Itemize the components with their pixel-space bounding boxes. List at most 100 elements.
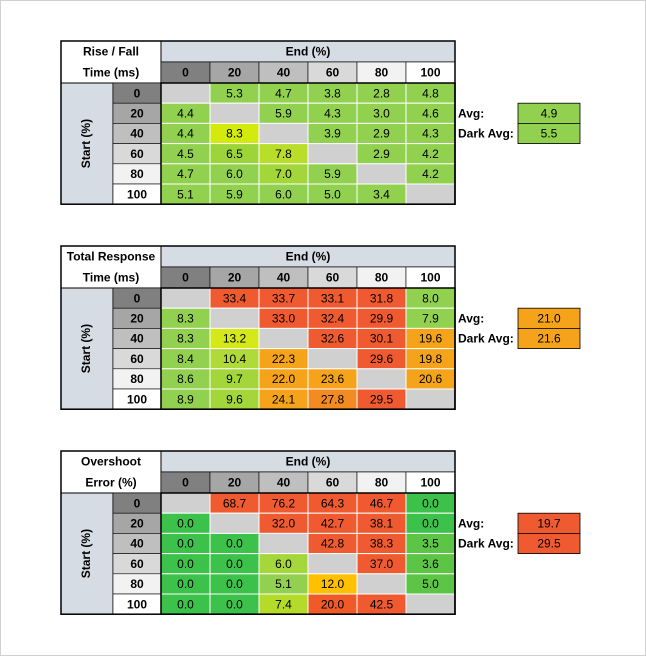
cell-value: 8.9 bbox=[177, 392, 194, 406]
cell bbox=[258, 327, 309, 350]
row-header: 60 bbox=[130, 147, 144, 161]
column-header: 40 bbox=[277, 476, 291, 490]
row-header: 80 bbox=[130, 167, 144, 181]
cell-value: 12.0 bbox=[321, 577, 345, 591]
row-header: 20 bbox=[130, 311, 144, 325]
cell-value: 6.0 bbox=[275, 557, 292, 571]
column-header: 60 bbox=[326, 271, 340, 285]
column-group-label: End (%) bbox=[286, 250, 331, 264]
cell-value: 22.3 bbox=[272, 352, 296, 366]
cell-value: 8.0 bbox=[422, 291, 439, 305]
column-header: 20 bbox=[228, 271, 242, 285]
cell-value: 0.0 bbox=[226, 577, 243, 591]
title-cell bbox=[60, 450, 162, 494]
cell-value: 4.3 bbox=[422, 127, 439, 141]
table-outline bbox=[60, 40, 456, 205]
table-outline bbox=[60, 450, 456, 615]
cell bbox=[160, 82, 211, 104]
cell-value: 30.1 bbox=[370, 332, 394, 346]
cell-value: 42.5 bbox=[370, 597, 394, 611]
cell-value: 0.0 bbox=[177, 597, 194, 611]
cell-value: 5.1 bbox=[177, 187, 194, 201]
column-header: 60 bbox=[326, 476, 340, 490]
cell-value: 0.0 bbox=[422, 516, 439, 530]
cell-value: 33.0 bbox=[272, 311, 296, 325]
cell-value: 2.8 bbox=[373, 86, 390, 100]
cell-value: 4.2 bbox=[422, 167, 439, 181]
cell-value: 5.9 bbox=[324, 167, 341, 181]
cell bbox=[160, 492, 211, 514]
row-header: 60 bbox=[130, 557, 144, 571]
cell-value: 4.5 bbox=[177, 147, 194, 161]
column-header: 80 bbox=[375, 66, 389, 80]
column-header: 100 bbox=[420, 271, 440, 285]
cell-value: 32.0 bbox=[272, 516, 296, 530]
cell bbox=[405, 593, 456, 615]
cell bbox=[209, 512, 260, 534]
cell-value: 2.9 bbox=[373, 147, 390, 161]
cell bbox=[356, 573, 407, 595]
avg-label: Dark Avg: bbox=[458, 127, 514, 141]
row-header: 40 bbox=[130, 537, 144, 551]
cell-value: 5.9 bbox=[226, 187, 243, 201]
title-cell bbox=[60, 40, 162, 84]
column-header: 40 bbox=[277, 66, 291, 80]
avg-value: 21.6 bbox=[537, 332, 561, 346]
table-title: Error (%) bbox=[85, 476, 136, 490]
avg-label: Dark Avg: bbox=[458, 332, 514, 346]
cell-value: 0.0 bbox=[177, 557, 194, 571]
row-header: 60 bbox=[130, 352, 144, 366]
column-header: 80 bbox=[375, 271, 389, 285]
column-header: 20 bbox=[228, 476, 242, 490]
cell-value: 0.0 bbox=[226, 537, 243, 551]
avg-value: 21.0 bbox=[537, 311, 561, 325]
cell-value: 4.7 bbox=[275, 86, 292, 100]
cell-value: 3.5 bbox=[422, 537, 439, 551]
column-header: 80 bbox=[375, 476, 389, 490]
table-title: Total Response bbox=[67, 250, 156, 264]
column-header: 100 bbox=[420, 476, 440, 490]
column-header: 0 bbox=[182, 66, 189, 80]
cell-value: 9.6 bbox=[226, 392, 243, 406]
cell-value: 3.9 bbox=[324, 127, 341, 141]
avg-value: 4.9 bbox=[541, 106, 558, 120]
avg-label: Dark Avg: bbox=[458, 537, 514, 551]
cell-value: 33.7 bbox=[272, 291, 296, 305]
cell-value: 5.3 bbox=[226, 86, 243, 100]
column-header: 100 bbox=[420, 66, 440, 80]
cell-value: 3.0 bbox=[373, 106, 390, 120]
cell-value: 6.0 bbox=[275, 187, 292, 201]
cell bbox=[356, 163, 407, 185]
cell bbox=[307, 143, 358, 165]
cell-value: 2.9 bbox=[373, 127, 390, 141]
cell-value: 5.0 bbox=[422, 577, 439, 591]
cell bbox=[258, 122, 309, 145]
cell bbox=[307, 553, 358, 575]
cell-value: 38.1 bbox=[370, 516, 394, 530]
row-header: 0 bbox=[134, 291, 141, 305]
cell-value: 42.7 bbox=[321, 516, 345, 530]
cell-value: 0.0 bbox=[226, 557, 243, 571]
cell-value: 29.6 bbox=[370, 352, 394, 366]
row-group-cell bbox=[60, 82, 114, 205]
cell-value: 0.0 bbox=[226, 597, 243, 611]
cell bbox=[258, 532, 309, 555]
cell-value: 8.6 bbox=[177, 372, 194, 386]
cell-value: 8.3 bbox=[177, 332, 194, 346]
row-header: 80 bbox=[130, 577, 144, 591]
cell-value: 0.0 bbox=[177, 516, 194, 530]
cell-value: 31.8 bbox=[370, 291, 394, 305]
cell-value: 3.8 bbox=[324, 86, 341, 100]
cell-value: 5.9 bbox=[275, 106, 292, 120]
cell bbox=[356, 368, 407, 390]
cell-value: 19.6 bbox=[419, 332, 443, 346]
cell-value: 64.3 bbox=[321, 496, 345, 510]
cell-value: 8.3 bbox=[177, 311, 194, 325]
cell-value: 27.8 bbox=[321, 392, 345, 406]
column-header: 40 bbox=[277, 271, 291, 285]
cell-value: 9.7 bbox=[226, 372, 243, 386]
avg-value: 5.5 bbox=[541, 127, 558, 141]
cell-value: 5.0 bbox=[324, 187, 341, 201]
